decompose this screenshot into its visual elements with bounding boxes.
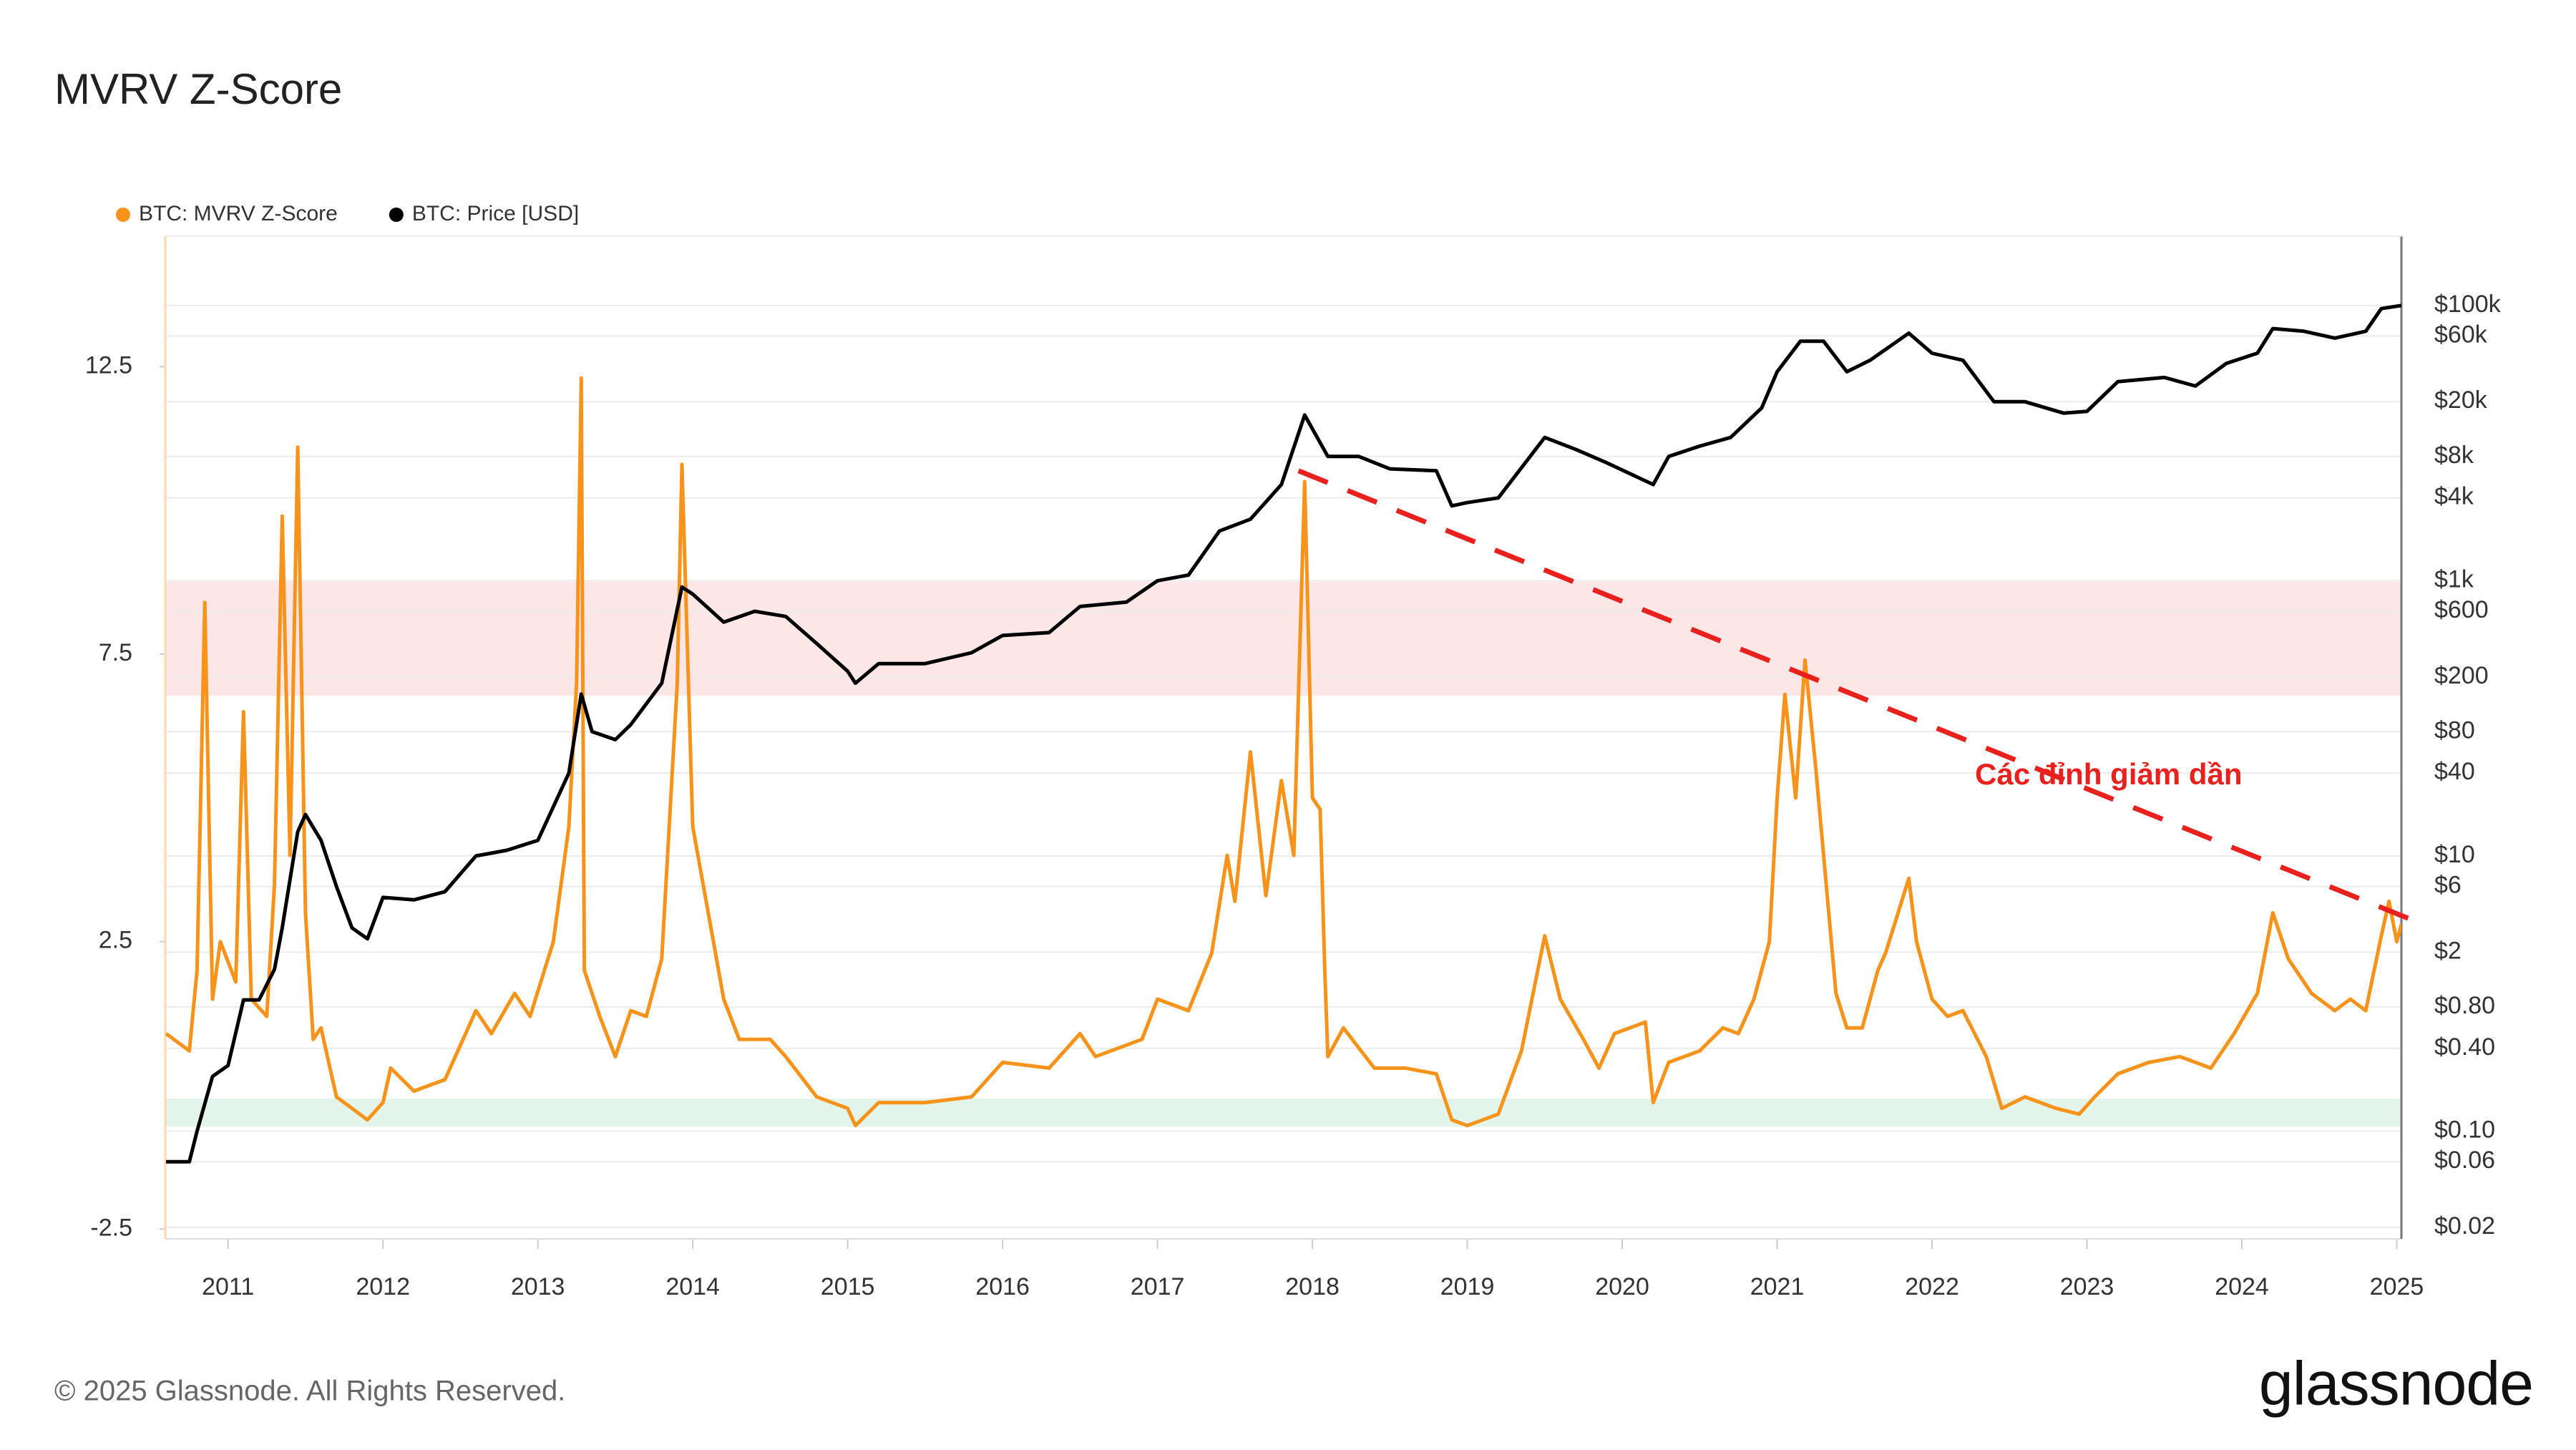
y2-tick-label: $6	[2434, 872, 2462, 899]
annotation: Các đỉnh giảm dần	[1975, 757, 2242, 791]
trend-line	[1297, 468, 2426, 928]
footer: © 2025 Glassnode. All Rights Reserved.	[54, 1376, 565, 1407]
legend-marker	[389, 208, 404, 222]
y2-tick-label: $600	[2434, 596, 2489, 623]
x-tick-label: 2020	[1595, 1273, 1649, 1300]
y2-tick-label: $4k	[2434, 483, 2474, 510]
y2-tick-label: $200	[2434, 662, 2489, 689]
y2-tick-label: $60k	[2434, 321, 2488, 349]
x-tick-label: 2018	[1285, 1273, 1340, 1300]
y2-tick-label: $0.80	[2434, 992, 2495, 1019]
y-tick-label: 2.5	[99, 927, 132, 954]
y2-tick-label: $20k	[2434, 386, 2488, 414]
zone-band	[165, 581, 2401, 696]
y2-tick-label: $8k	[2434, 442, 2474, 469]
x-tick-label: 2021	[1750, 1273, 1805, 1300]
x-tick-label: 2013	[511, 1273, 565, 1300]
series-line	[165, 376, 2401, 1128]
y2-tick-label: $0.02	[2434, 1212, 2495, 1240]
chart-title: MVRV Z-Score	[54, 65, 342, 113]
legend-marker	[116, 208, 130, 222]
x-tick-label: 2014	[665, 1273, 720, 1300]
y2-tick-label: $0.10	[2434, 1116, 2495, 1144]
y2-tick-label: $1k	[2434, 565, 2474, 593]
legend-label: BTC: Price [USD]	[412, 202, 579, 225]
y2-tick-label: $100k	[2434, 291, 2502, 318]
y2-tick-label: $10	[2434, 841, 2475, 868]
y-tick-label: 7.5	[99, 639, 132, 666]
x-tick-label: 2012	[356, 1273, 410, 1300]
x-tick-label: 2016	[975, 1273, 1030, 1300]
zone-band	[165, 1098, 2401, 1127]
y-tick-label: 12.5	[85, 351, 132, 379]
legend-label: BTC: MVRV Z-Score	[139, 202, 338, 225]
x-tick-label: 2022	[1905, 1273, 1959, 1300]
x-tick-label: 2019	[1440, 1273, 1495, 1300]
x-tick-label: 2025	[2370, 1273, 2424, 1300]
x-tick-label: 2023	[2060, 1273, 2114, 1300]
x-tick-label: 2024	[2215, 1273, 2269, 1300]
y2-tick-label: $2	[2434, 937, 2462, 964]
y2-tick-label: $80	[2434, 716, 2475, 744]
brand-logo: glassnode	[2259, 1350, 2533, 1419]
y-tick-label: -2.5	[90, 1214, 132, 1241]
x-tick-label: 2017	[1131, 1273, 1185, 1300]
y2-tick-label: $40	[2434, 758, 2475, 785]
x-tick-label: 2011	[202, 1273, 254, 1300]
y2-tick-label: $0.40	[2434, 1033, 2495, 1061]
y2-tick-label: $0.06	[2434, 1147, 2495, 1174]
x-tick-label: 2015	[821, 1273, 875, 1300]
series-line	[166, 303, 2401, 1164]
